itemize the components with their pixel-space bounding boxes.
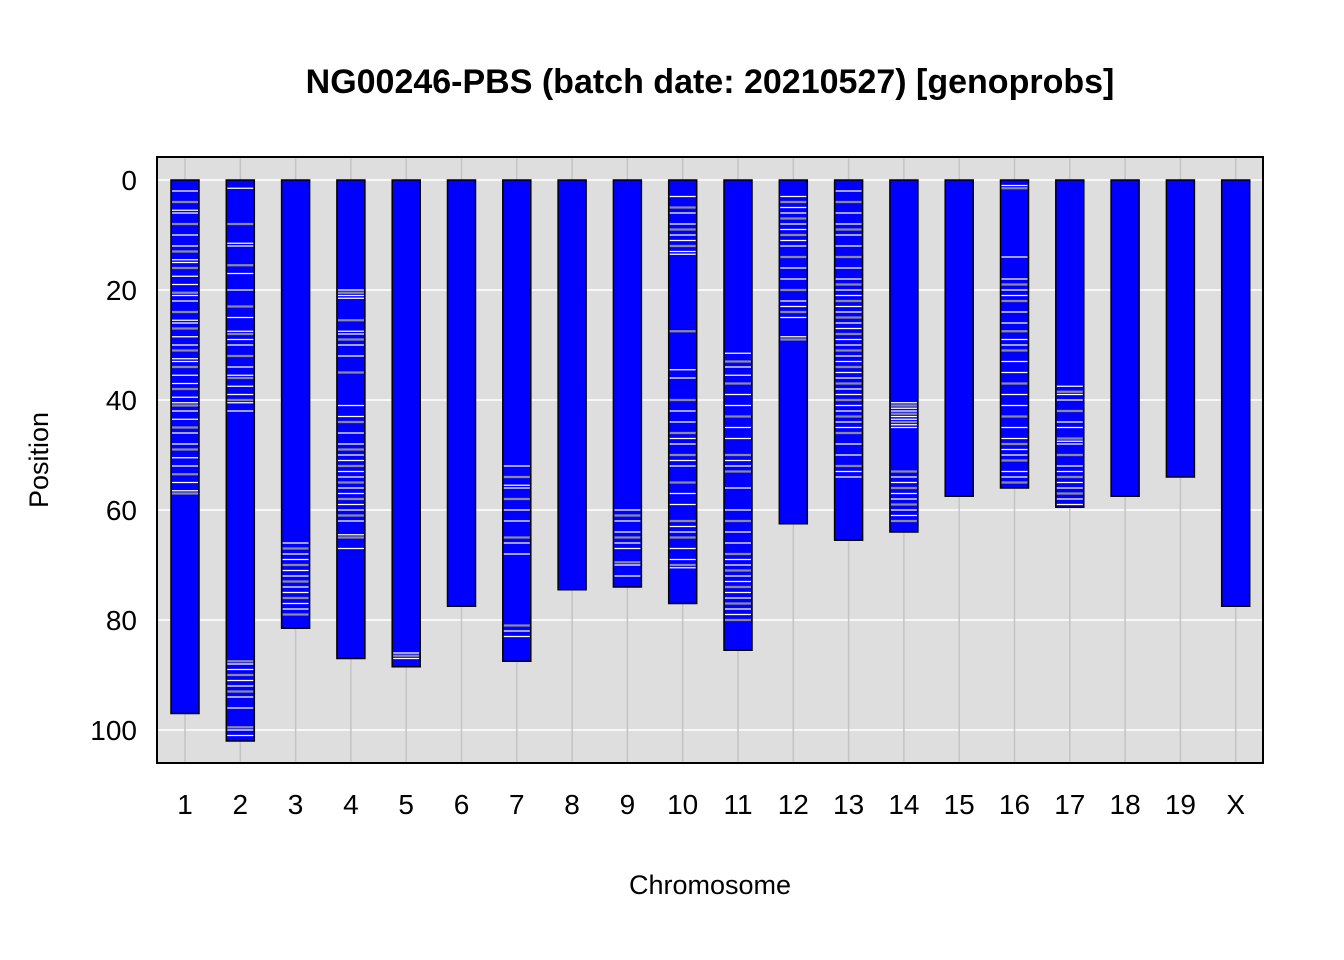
x-tick-label: 11 [723,789,752,820]
chromosome-bar [1000,180,1029,488]
chromosome-3 [280,179,311,629]
chromosome-bar [613,180,642,587]
chromosome-outline [999,179,1030,489]
x-tick-label: 9 [620,789,636,820]
chromosome-outline [612,179,643,588]
chromosome-19 [1165,179,1196,478]
x-tick-label: 18 [1110,789,1141,820]
chromosome-outline [557,179,587,591]
x-tick-label: 7 [509,789,525,820]
x-tick-label: 6 [454,789,470,820]
x-tick-label: 8 [564,789,580,820]
chromosome-bar [779,180,808,524]
x-tick-label: 4 [343,789,359,820]
x-tick-label: 17 [1054,789,1085,820]
y-axis-label: Position [24,412,54,508]
chromosome-14 [889,179,919,533]
chromosome-X [1220,179,1251,607]
x-tick-label: 12 [778,789,809,820]
chromosome-outline [225,179,256,742]
x-tick-label: 13 [833,789,864,820]
chromosome-4 [336,179,366,660]
chromosome-outline [1220,179,1251,607]
chromosome-outline [502,179,532,662]
chromosome-17 [1055,179,1085,508]
chromosome-9 [612,179,643,588]
chromosome-outline [667,179,698,605]
y-tick-label: 40 [106,385,137,416]
x-axis-ticks: 1 2 3 4 5 6 7 8 9 10 11 12 13 14 15 16 17 18 19 X [177,789,1245,820]
x-tick-label: 14 [888,789,919,820]
x-tick-label: 10 [667,789,698,820]
x-tick-label: X [1226,789,1245,820]
chromosome-bar [336,180,365,659]
x-tick-label: 3 [288,789,304,820]
chromosome-outline [1110,179,1140,497]
chromosome-outline [944,179,974,497]
chromosome-bar [668,180,697,604]
chromosome-outline [778,179,809,525]
chromosome-1 [170,179,200,715]
chromosome-outline [391,179,421,668]
chromosome-bar [502,180,531,662]
chromosome-outline [833,179,864,541]
chromosome-8 [557,179,587,591]
y-tick-label: 20 [106,275,137,306]
chromosome-13 [833,179,864,541]
chromosome-10 [667,179,698,605]
chromosome-2 [225,179,256,742]
x-tick-label: 5 [398,789,414,820]
chromosome-outline [889,179,919,533]
plot-background [157,157,1263,763]
chromosome-bars [170,179,1251,742]
chromosome-bar [889,180,918,532]
x-axis-label: Chromosome [629,870,791,900]
chromosome-outline [1165,179,1196,478]
x-tick-label: 15 [944,789,975,820]
x-tick-label: 1 [177,789,193,820]
y-tick-label: 100 [90,715,137,746]
chromosome-12 [778,179,809,525]
chromosome-bar [724,180,752,651]
x-tick-label: 2 [233,789,249,820]
chromosome-16 [999,179,1030,489]
chromosome-bar [392,180,421,667]
chromosome-bar [1055,180,1084,508]
chromosome-bar [945,180,974,497]
chromosome-outline [170,179,200,715]
chromosome-bar [834,180,863,541]
y-axis-ticks: 0 20 40 60 80 100 [90,165,137,746]
plot-frame [156,156,1264,764]
x-tick-label: 19 [1165,789,1196,820]
chromosome-bar [1166,180,1195,477]
y-tick-label: 0 [121,165,137,196]
chart-title: NG00246-PBS (batch date: 20210527) [geno… [306,63,1115,101]
chromosome-5 [391,179,421,668]
chromosome-bar [281,180,310,629]
chromosome-6 [446,179,477,607]
y-tick-label: 80 [106,605,137,636]
chromosome-bar [1111,180,1140,497]
chromosome-15 [944,179,974,497]
chromosome-outline [336,179,366,660]
chromosome-bar [558,180,587,590]
chromosome-bar [1221,180,1250,607]
chromosome-outline [723,179,753,651]
chromosome-outline [1055,179,1085,508]
chromosome-outline [280,179,311,629]
chromosome-11 [723,179,753,651]
y-tick-label: 60 [106,495,137,526]
chromosome-outline [446,179,477,607]
chromosome-bar [447,180,476,607]
chromosome-18 [1110,179,1140,497]
chromosome-7 [502,179,532,662]
x-tick-label: 16 [999,789,1030,820]
